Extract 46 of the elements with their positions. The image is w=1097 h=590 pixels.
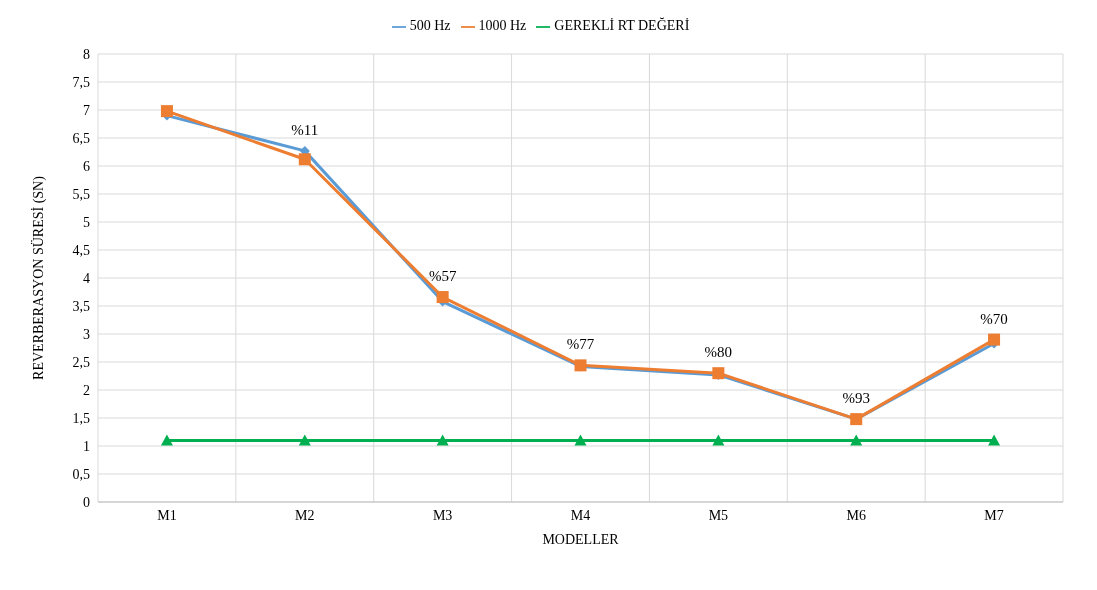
point [988, 434, 1001, 446]
y-tick-label: 4,5 [72, 242, 90, 258]
x-tick-label: M2 [295, 507, 315, 523]
y-tick-label: 1,5 [72, 410, 90, 426]
y-tick-label: 2 [83, 382, 90, 398]
point [436, 291, 449, 304]
annotation: %77 [566, 336, 595, 353]
legend-label: 1000 Hz [478, 18, 527, 33]
y-tick-label: 0,5 [72, 466, 90, 482]
x-tick-label: M7 [984, 507, 1004, 523]
y-tick-label: 0 [83, 494, 90, 510]
annotation: %11 [291, 121, 319, 138]
legend-label: GEREKLİ RT DEĞERİ [554, 18, 690, 33]
x-tick-label: M1 [157, 507, 177, 523]
x-axis-title: MODELLER [542, 532, 620, 547]
legend-label: 500 Hz [409, 18, 451, 33]
point [160, 105, 173, 118]
y-tick-label: 8 [83, 46, 90, 62]
annotation: %80 [704, 344, 733, 361]
y-tick-label: 3 [83, 326, 90, 342]
x-tick-label: M5 [708, 507, 729, 523]
point [160, 434, 173, 446]
x-tick-label: M6 [846, 507, 866, 523]
y-tick-label: 6,5 [72, 130, 90, 146]
y-tick-label: 5 [83, 214, 90, 230]
y-tick-label: 1 [83, 438, 90, 454]
point [298, 434, 311, 446]
y-axis-title: REVERBERASYON SÜRESİ (SN) [29, 175, 47, 380]
point [988, 333, 1001, 346]
y-tick-label: 7,5 [72, 74, 90, 90]
x-tick-label: M4 [570, 507, 591, 523]
annotation: %57 [428, 268, 457, 285]
x-tick-label: M3 [432, 507, 453, 523]
point [436, 434, 449, 446]
annotation: %93 [842, 390, 870, 407]
y-tick-label: 3,5 [72, 298, 90, 314]
y-tick-label: 6 [83, 158, 90, 174]
point [298, 153, 311, 166]
y-tick-label: 4 [83, 270, 90, 286]
annotation: %70 [980, 310, 1008, 327]
y-tick-label: 2,5 [72, 354, 90, 370]
point [574, 434, 587, 446]
point [712, 434, 725, 446]
y-tick-label: 7 [83, 102, 90, 118]
y-tick-label: 5,5 [72, 186, 90, 202]
point [850, 434, 863, 446]
